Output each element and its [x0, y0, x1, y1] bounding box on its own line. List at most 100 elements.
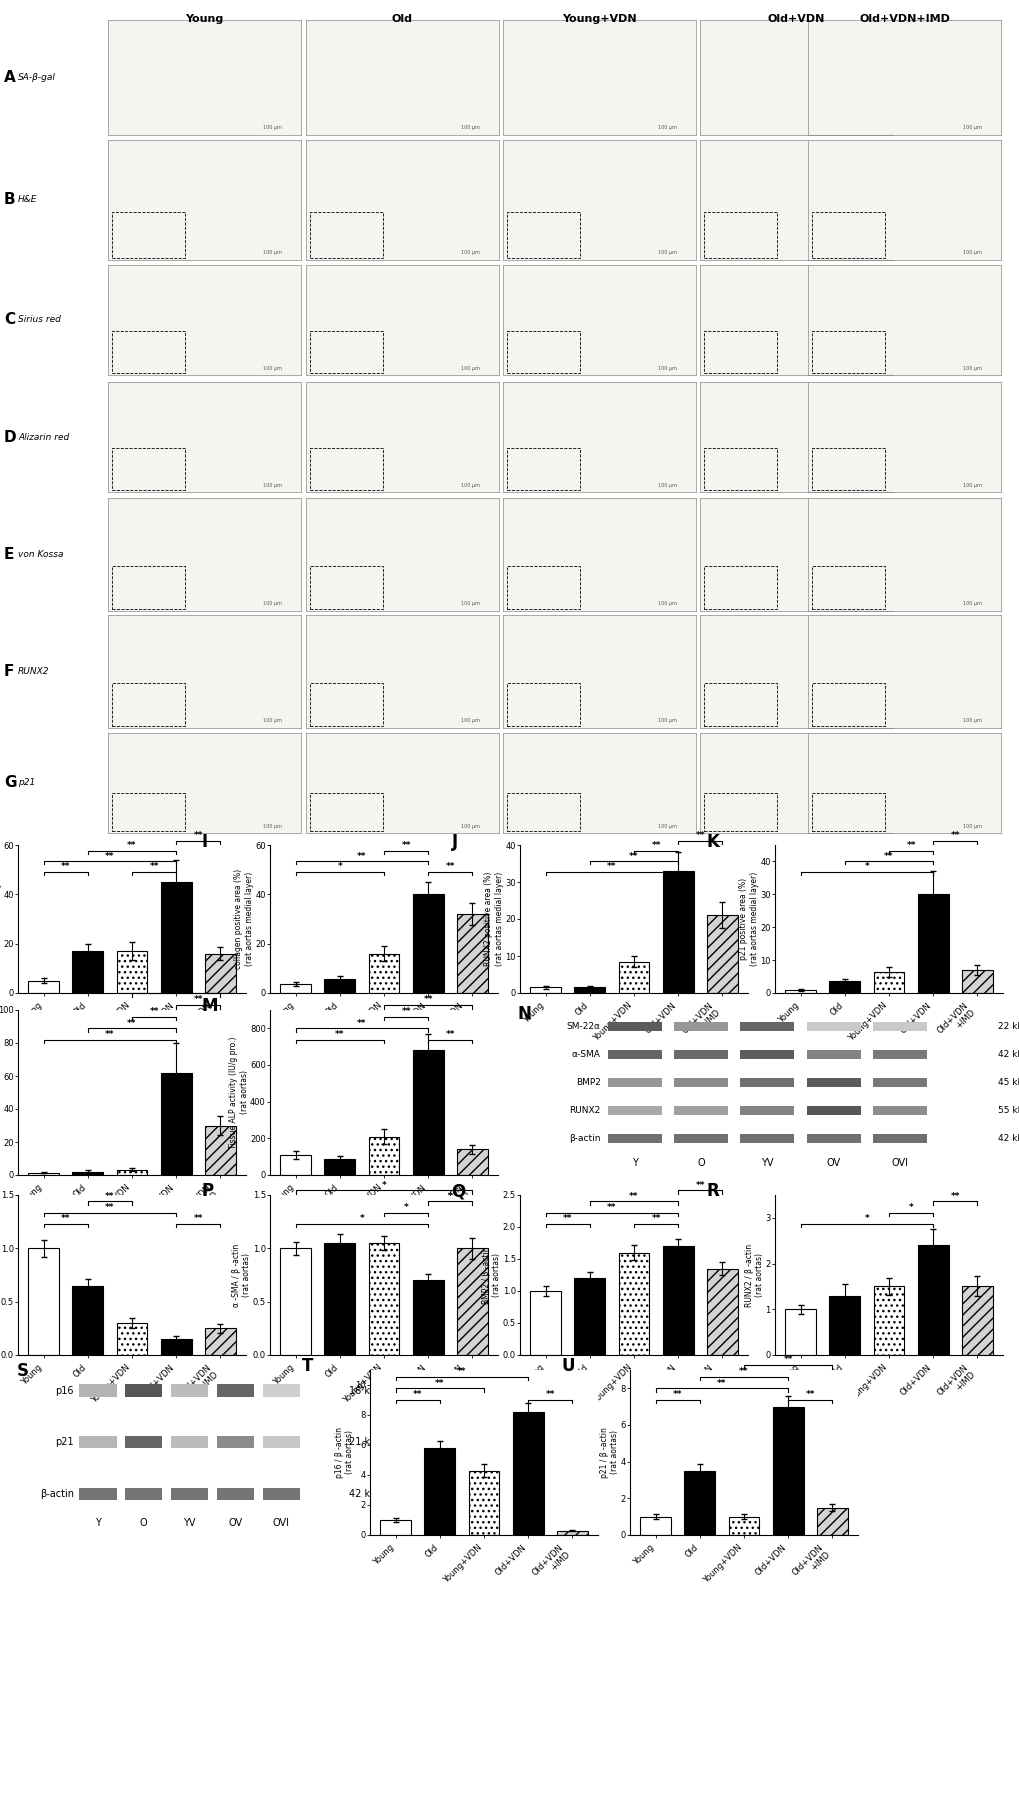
Bar: [161, 1072, 192, 1174]
Bar: [72, 950, 103, 993]
Bar: [806, 1106, 860, 1115]
Bar: [116, 1323, 148, 1356]
Text: 100 μm: 100 μm: [962, 366, 980, 371]
Text: **: **: [651, 1214, 660, 1223]
Text: 21 kDa: 21 kDa: [350, 1438, 384, 1447]
Text: 100 μm: 100 μm: [854, 126, 872, 131]
Text: **: **: [413, 1390, 422, 1399]
Text: *: *: [908, 1203, 913, 1212]
Bar: [125, 1488, 162, 1501]
Bar: [607, 1051, 661, 1060]
Text: Q: Q: [451, 1182, 466, 1200]
Text: 100 μm: 100 μm: [461, 601, 479, 606]
Text: BMP2: BMP2: [576, 1078, 600, 1087]
Text: K: K: [706, 834, 718, 852]
Text: 100 μm: 100 μm: [657, 482, 676, 488]
Text: 100 μm: 100 μm: [962, 482, 980, 488]
Text: **: **: [606, 862, 616, 871]
Bar: [368, 1243, 399, 1356]
Text: 100 μm: 100 μm: [962, 825, 980, 828]
Text: **: **: [651, 841, 660, 850]
Bar: [872, 1051, 926, 1060]
Bar: [217, 1384, 254, 1397]
Text: O: O: [697, 1158, 704, 1169]
Bar: [171, 1384, 208, 1397]
Bar: [872, 1286, 904, 1356]
Text: *: *: [381, 1180, 386, 1189]
Bar: [556, 1531, 587, 1535]
Text: N: N: [517, 1006, 531, 1024]
Bar: [280, 1248, 311, 1356]
Bar: [806, 1022, 860, 1031]
Bar: [506, 448, 580, 489]
Text: 55 kDa: 55 kDa: [997, 1106, 1019, 1115]
Text: 100 μm: 100 μm: [262, 366, 281, 371]
Bar: [917, 1246, 948, 1356]
Text: p21: p21: [55, 1438, 74, 1447]
Text: **: **: [149, 862, 159, 871]
Bar: [872, 1078, 926, 1087]
Bar: [324, 1158, 355, 1174]
Text: **: **: [194, 1214, 203, 1223]
Text: **: **: [357, 1018, 367, 1027]
Bar: [29, 1248, 59, 1356]
Bar: [961, 1286, 991, 1356]
Text: OV: OV: [228, 1519, 243, 1528]
Bar: [171, 1488, 208, 1501]
Text: *: *: [447, 1192, 452, 1201]
Text: 100 μm: 100 μm: [461, 719, 479, 724]
Bar: [811, 212, 884, 258]
Text: YV: YV: [183, 1519, 196, 1528]
Text: R: R: [706, 1182, 718, 1200]
Bar: [674, 1135, 728, 1144]
Bar: [703, 683, 776, 726]
Text: Y: Y: [95, 1519, 101, 1528]
Text: *: *: [404, 1203, 408, 1212]
Bar: [806, 1078, 860, 1087]
Text: 45 kDa: 45 kDa: [997, 1078, 1019, 1087]
Text: 42 kDa: 42 kDa: [997, 1051, 1019, 1060]
Text: p21: p21: [18, 778, 36, 787]
Text: **: **: [335, 1031, 344, 1040]
Bar: [72, 1286, 103, 1356]
Text: 100 μm: 100 μm: [262, 126, 281, 131]
Bar: [506, 212, 580, 258]
Bar: [740, 1051, 794, 1060]
Bar: [828, 1296, 859, 1356]
Bar: [263, 1384, 300, 1397]
Bar: [457, 914, 487, 993]
Text: 100 μm: 100 μm: [461, 126, 479, 131]
Bar: [72, 1171, 103, 1174]
Bar: [618, 961, 649, 993]
Bar: [872, 972, 904, 993]
Bar: [413, 895, 443, 993]
Text: Old: Old: [391, 14, 413, 23]
Bar: [872, 1022, 926, 1031]
Text: OVI: OVI: [891, 1158, 907, 1169]
Bar: [703, 448, 776, 489]
Text: **: **: [194, 995, 203, 1004]
Text: O: O: [140, 1519, 148, 1528]
Bar: [740, 1106, 794, 1115]
Text: 100 μm: 100 μm: [962, 251, 980, 255]
Y-axis label: BMP2 / β -actin
(rat aortas): BMP2 / β -actin (rat aortas): [481, 1246, 500, 1304]
Text: **: **: [194, 830, 203, 841]
Text: **: **: [435, 1379, 444, 1388]
Text: I: I: [202, 834, 208, 852]
Text: RUNX2: RUNX2: [569, 1106, 600, 1115]
Text: **: **: [149, 1008, 159, 1017]
Text: **: **: [61, 1214, 70, 1223]
Text: **: **: [61, 862, 70, 871]
Bar: [662, 871, 693, 993]
Bar: [607, 1106, 661, 1115]
Text: von Kossa: von Kossa: [18, 550, 63, 559]
Bar: [574, 1278, 604, 1356]
Text: β-actin: β-actin: [569, 1135, 600, 1144]
Text: **: **: [783, 1356, 792, 1364]
Bar: [618, 1253, 649, 1356]
Bar: [29, 1173, 59, 1174]
Text: F: F: [4, 663, 14, 680]
Text: **: **: [127, 841, 137, 850]
Bar: [310, 212, 383, 258]
Bar: [703, 332, 776, 373]
